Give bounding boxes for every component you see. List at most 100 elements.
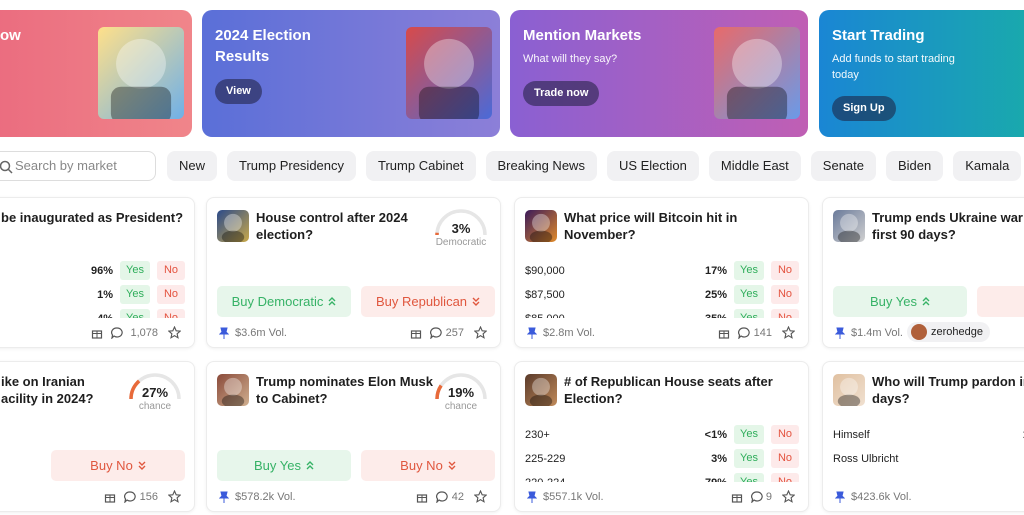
no-button[interactable]: No [771, 261, 799, 280]
market-card[interactable]: # of Republican House seats after Electio… [514, 361, 809, 512]
pin-icon [835, 491, 845, 503]
outcome-chance: 4% [97, 313, 113, 318]
no-button[interactable]: No [157, 261, 185, 280]
comment-icon [110, 327, 123, 339]
outcome-name: 230+ [525, 429, 550, 441]
outcome-row: Ross Ulbricht7 [823, 448, 1024, 472]
banner-subtitle: What will they say? [523, 53, 618, 65]
buy-no-button[interactable]: Buy No [51, 450, 185, 481]
no-button[interactable]: No [771, 449, 799, 468]
tag[interactable]: Breaking News [485, 151, 597, 181]
gauge-label: chance [444, 401, 478, 412]
button-label: Buy Democratic [231, 294, 324, 309]
no-button[interactable]: No [771, 425, 799, 444]
photo [110, 38, 172, 119]
pin-icon [219, 491, 229, 503]
yes-button[interactable]: Yes [734, 425, 764, 444]
no-button[interactable]: No [157, 309, 185, 318]
market-icon [833, 210, 865, 242]
tag[interactable]: US Election [606, 151, 699, 181]
banner[interactable]: ow [0, 10, 192, 137]
outcome-row: 1% Yes No [0, 284, 194, 308]
yes-button[interactable]: Yes [120, 309, 150, 318]
buy-yes-button[interactable]: Buy Yes [217, 450, 351, 481]
market-title: Trump ends Ukraine war b first 90 days? [872, 209, 1024, 243]
outcome-row: 96% Yes No [0, 260, 194, 284]
buy-no-button[interactable]: Bu [977, 286, 1024, 317]
yes-button[interactable]: Yes [734, 449, 764, 468]
comment-icon [750, 491, 763, 503]
banner[interactable]: 2024 Election Results View [202, 10, 500, 137]
tag[interactable]: Trump Cabinet [366, 151, 476, 181]
outcome-row: $90,000 17% Yes No [515, 260, 808, 284]
outcome-chance: 35% [705, 313, 727, 318]
volume: $557.1k Vol. [543, 491, 604, 503]
market-card[interactable]: House control after 2024 election? 3% Democ… [206, 197, 501, 348]
banner-button[interactable]: View [215, 79, 262, 104]
yes-button[interactable]: Yes [120, 285, 150, 304]
yes-button[interactable]: Yes [734, 473, 764, 482]
banner-title: Start Trading [832, 27, 925, 44]
outcome-name: $90,000 [525, 265, 565, 277]
market-card[interactable]: What price will Bitcoin hit in November? $… [514, 197, 809, 348]
banner-button[interactable]: Trade now [523, 81, 600, 106]
banner-button[interactable]: Sign Up [832, 96, 896, 121]
user-badge[interactable]: zerohedge [907, 322, 990, 342]
chevron-icon [306, 461, 314, 470]
buy-yes-button[interactable]: Buy Yes [833, 286, 967, 317]
yes-button[interactable]: Yes [734, 261, 764, 280]
tag[interactable]: Middle East [708, 151, 801, 181]
outcome-row: Himself 14 [823, 424, 1024, 448]
button-label: Buy No [400, 458, 443, 473]
buy-yes-button[interactable]: Buy Democratic [217, 286, 351, 317]
banner[interactable]: Start Trading Add funds to start trading … [819, 10, 1024, 137]
chevron-icon [922, 297, 930, 306]
market-card[interactable]: Trump nominates Elon Musk to Cabinet? 19% c… [206, 361, 501, 512]
buy-no-button[interactable]: Buy Republican [361, 286, 495, 317]
yes-button[interactable]: Yes [734, 309, 764, 318]
yes-button[interactable]: Yes [120, 261, 150, 280]
tag[interactable]: Senate [810, 151, 876, 181]
market-card[interactable]: be inaugurated as President? 96% Yes No 1% Ye… [0, 197, 195, 348]
star-icon [782, 326, 795, 339]
no-button[interactable]: No [157, 285, 185, 304]
photo [529, 213, 553, 242]
chevron-icon [328, 297, 336, 306]
tag[interactable]: Kamala [953, 151, 1022, 181]
tag[interactable]: Biden [886, 151, 944, 181]
gauge-value: 19% [447, 385, 475, 400]
market-title: Who will Trump pardon in days? [872, 373, 1024, 407]
chance-gauge: 27% chance [126, 371, 184, 415]
search-placeholder: Search by market [15, 158, 117, 173]
card-footer: $3.6m Vol. 257 [207, 324, 500, 342]
outcome-row: 230+ <1% Yes No [515, 424, 808, 448]
tag[interactable]: New [167, 151, 218, 181]
card-footer: $1.4m Vol. zerohedge [823, 322, 1024, 342]
button-label: Buy Yes [870, 294, 917, 309]
no-button[interactable]: No [771, 473, 799, 482]
comment-count: 1,078 [130, 327, 158, 339]
outcome-chance: 96% [90, 265, 113, 277]
search-box[interactable]: Search by market [0, 151, 156, 181]
card-footer: $557.1k Vol. 9 [515, 488, 808, 506]
market-card[interactable]: Trump ends Ukraine war b first 90 days? Bu… [822, 197, 1024, 348]
card-footer: 1,078 [0, 324, 194, 342]
banner[interactable]: Mention Markets What will they say? Trade … [510, 10, 808, 137]
outcome-list: 96% Yes No 1% Yes No 4% Yes No [0, 260, 194, 318]
market-title: Trump nominates Elon Musk to Cabinet? [256, 373, 433, 407]
yes-button[interactable]: Yes [734, 285, 764, 304]
gift-icon [104, 494, 115, 503]
gauge-arc [435, 209, 487, 236]
gauge-label: chance [138, 401, 172, 412]
banner-subtitle: Add funds to start trading today [832, 53, 955, 81]
no-button[interactable]: No [771, 285, 799, 304]
buy-no-button[interactable]: Buy No [361, 450, 495, 481]
title-line: be inaugurated as President? [1, 210, 184, 225]
no-button[interactable]: No [771, 309, 799, 318]
tag[interactable]: Trump Presidency [227, 151, 357, 181]
market-card[interactable]: Who will Trump pardon in days? Himself 14 Ro… [822, 361, 1024, 512]
volume: $3.6m Vol. [235, 327, 287, 339]
banner-image [714, 27, 800, 119]
